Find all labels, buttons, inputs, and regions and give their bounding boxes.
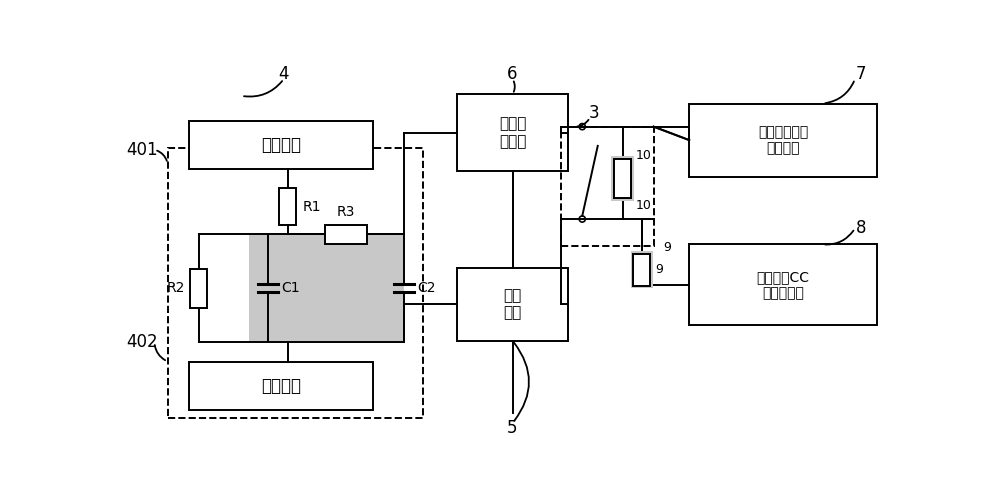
Text: 故障指
示电路: 故障指 示电路 bbox=[499, 117, 526, 149]
Bar bbox=[614, 160, 631, 198]
Text: 3: 3 bbox=[589, 104, 599, 122]
Text: 控制
电路: 控制 电路 bbox=[503, 288, 522, 320]
Text: R1: R1 bbox=[302, 200, 321, 214]
Bar bbox=[689, 103, 877, 176]
Bar bbox=[611, 156, 634, 201]
Text: 供电单元: 供电单元 bbox=[261, 136, 301, 154]
Text: 充电枪的CC
信号输出端: 充电枪的CC 信号输出端 bbox=[756, 270, 809, 300]
Bar bbox=[279, 188, 296, 225]
Text: 8: 8 bbox=[856, 219, 866, 237]
Bar bbox=[631, 251, 653, 288]
Bar bbox=[168, 148, 423, 417]
Text: 接地单元: 接地单元 bbox=[261, 377, 301, 395]
Text: C1: C1 bbox=[282, 281, 300, 295]
Text: C2: C2 bbox=[417, 281, 436, 295]
Bar bbox=[249, 235, 404, 342]
Bar bbox=[189, 362, 373, 410]
Bar bbox=[190, 269, 207, 308]
Text: 9: 9 bbox=[664, 241, 672, 254]
Text: 4: 4 bbox=[279, 65, 289, 83]
Text: 5: 5 bbox=[507, 419, 518, 437]
Text: 7: 7 bbox=[856, 65, 866, 83]
Bar bbox=[614, 160, 631, 198]
Text: R2: R2 bbox=[167, 281, 185, 295]
Text: 401: 401 bbox=[126, 141, 158, 159]
Text: 10: 10 bbox=[636, 149, 652, 162]
Bar bbox=[457, 94, 568, 171]
Text: R3: R3 bbox=[337, 205, 355, 219]
Text: 402: 402 bbox=[126, 333, 158, 351]
Text: 充电枪内地线
连接线路: 充电枪内地线 连接线路 bbox=[758, 125, 808, 155]
Text: 6: 6 bbox=[507, 65, 518, 83]
Bar bbox=[325, 225, 367, 244]
Bar bbox=[189, 121, 373, 169]
Bar bbox=[561, 127, 654, 246]
Text: 10: 10 bbox=[636, 199, 652, 212]
Bar bbox=[633, 253, 650, 286]
Bar bbox=[457, 267, 568, 340]
Bar bbox=[689, 245, 877, 326]
Text: 9: 9 bbox=[655, 263, 663, 276]
